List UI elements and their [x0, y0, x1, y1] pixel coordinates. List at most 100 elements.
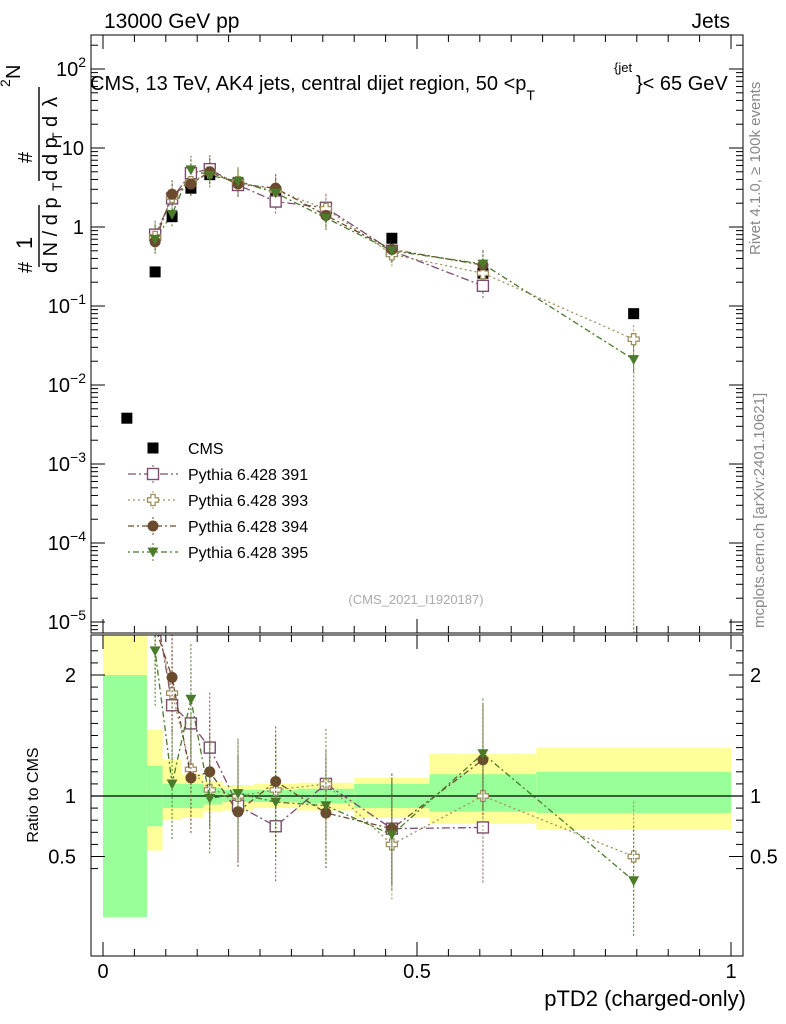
ratio-marker-3-5 — [270, 797, 282, 808]
y-tick-label: 10−1 — [48, 291, 86, 318]
marker-1-8 — [476, 279, 490, 293]
ratio-y-tick-label: 2 — [65, 665, 76, 687]
marker-4-0 — [149, 234, 161, 245]
marker-0-0 — [121, 412, 133, 424]
ratio-marker-3-8 — [477, 749, 489, 760]
marker-2-9 — [627, 333, 640, 346]
svg-text:λ: λ — [40, 97, 62, 107]
y-tick-label: 10 — [62, 138, 84, 160]
y-tick-label: 10−4 — [48, 528, 86, 555]
ratio-marker-0-5 — [269, 820, 282, 833]
ratio-marker-2-0 — [150, 621, 161, 632]
ratio-marker-1-1 — [165, 687, 179, 700]
ratio-bands — [103, 635, 731, 917]
ratio-marker-0-0 — [150, 597, 161, 608]
axis-ticks — [91, 35, 743, 956]
rivet-label: Rivet 4.1.0, ≥ 100k events — [747, 82, 764, 255]
x-tick-label: 0.5 — [403, 961, 431, 983]
svg-text:#: # — [15, 151, 37, 163]
ratio-marker-2-5 — [270, 775, 282, 787]
main-plot-area — [121, 155, 640, 633]
y-tick-label: 1 — [73, 217, 84, 239]
legend-marker-1 — [146, 467, 160, 481]
ratio-marker-2-1 — [166, 671, 178, 683]
legend-marker-3 — [147, 520, 159, 532]
ratio-y-tick-label-right: 0.5 — [750, 847, 778, 869]
legend-label-4: Pythia 6.428 395 — [188, 545, 308, 562]
title-end: }< 65 GeV — [636, 73, 728, 95]
svg-text:#: # — [15, 261, 37, 273]
legend-label-2: Pythia 6.428 393 — [188, 493, 308, 510]
marker-4-1 — [166, 209, 178, 220]
ratio-marker-3-0 — [149, 646, 161, 657]
y-axis-label-ratio: Ratio to CMS — [25, 747, 42, 842]
x-tick-label: 0 — [97, 961, 108, 983]
series-line-1 — [154, 168, 484, 287]
svg-text:d: d — [40, 170, 62, 181]
ratio-marker-1-0 — [150, 609, 161, 620]
ratio-marker-1-9 — [627, 850, 640, 863]
legend-label-3: Pythia 6.428 394 — [188, 519, 308, 536]
ratio-marker-1-5 — [269, 783, 282, 797]
y-tick-label: 10−5 — [48, 607, 86, 634]
marker-4-4 — [232, 176, 244, 187]
ratio-marker-3-1 — [166, 779, 178, 790]
mcplots-label: mcplots.cern.ch [arXiv:2401.10621] — [751, 393, 768, 628]
tick-labels: 10−5 10−4 10−3 10−2 10−1 1 10 102 0.5 0.5 1 1 2 2 0 0.5… — [48, 54, 778, 983]
svg-text:N: N — [3, 65, 25, 79]
title-superscript: {jet — [614, 60, 632, 75]
ratio-marker-3-4 — [232, 789, 244, 800]
legend: CMS Pythia 6.428 391 Pythia 6.428 393 Pythi… — [128, 441, 308, 562]
marker-4-6 — [320, 213, 332, 224]
legend-marker-0 — [147, 442, 159, 454]
legend-label-0: CMS — [188, 441, 224, 458]
y-tick-label: 10−3 — [48, 449, 86, 476]
marker-0-1 — [149, 266, 161, 278]
svg-text:T: T — [49, 132, 65, 141]
marker-0-10 — [628, 308, 640, 320]
ratio-marker-3-7 — [386, 830, 398, 841]
ratio-plot-area — [91, 597, 743, 936]
ratio-marker-3-9 — [628, 876, 640, 887]
y-tick-label: 10−2 — [48, 370, 86, 397]
ratio-y-tick-label-right: 2 — [750, 665, 761, 687]
svg-text:1: 1 — [12, 237, 37, 249]
legend-marker-2 — [146, 493, 160, 507]
marker-4-9 — [628, 355, 640, 366]
ratio-y-tick-label-right: 1 — [750, 786, 761, 808]
series-line-3 — [154, 171, 484, 266]
marker-4-8 — [477, 259, 489, 270]
marker-4-2 — [185, 165, 197, 176]
ratio-y-tick-label: 0.5 — [48, 847, 76, 869]
header-left: 13000 GeV pp — [104, 10, 239, 33]
svg-text:d p: d p — [40, 137, 62, 165]
ratio-marker-0-8 — [476, 821, 490, 834]
plot-title: CMS, 13 TeV, AK4 jets, central dijet reg… — [90, 73, 535, 103]
series-line-4 — [154, 168, 635, 361]
main-plot-frame — [90, 34, 744, 634]
ratio-marker-2-6 — [320, 807, 332, 819]
ratio-line-1 — [158, 635, 634, 858]
x-axis-label: pTD2 (charged-only) — [544, 986, 746, 1011]
header-right: Jets — [691, 10, 730, 33]
y-axis-label-main: # 1 d N / d p T # d 2 N d p T d λ — [0, 65, 65, 273]
legend-label-1: Pythia 6.428 391 — [188, 467, 308, 484]
marker-3-2 — [185, 178, 197, 190]
y-tick-label: 102 — [56, 54, 86, 81]
svg-text:d: d — [40, 116, 62, 127]
marker-2-8 — [476, 267, 490, 280]
svg-text:T: T — [49, 182, 65, 191]
ratio-marker-2-2 — [185, 772, 197, 784]
svg-text:2: 2 — [0, 79, 13, 87]
marker-3-1 — [166, 188, 178, 200]
marker-4-5 — [270, 188, 282, 199]
ratio-y-tick-label: 1 — [65, 786, 76, 808]
marker-4-7 — [386, 246, 398, 257]
ratio-marker-3-3 — [204, 794, 216, 804]
analysis-watermark: (CMS_2021_I1920187) — [348, 592, 483, 607]
svg-text:d N / d p: d N / d p — [40, 197, 62, 273]
ratio-line-3 — [154, 650, 635, 882]
ratio-marker-3-6 — [320, 801, 332, 812]
